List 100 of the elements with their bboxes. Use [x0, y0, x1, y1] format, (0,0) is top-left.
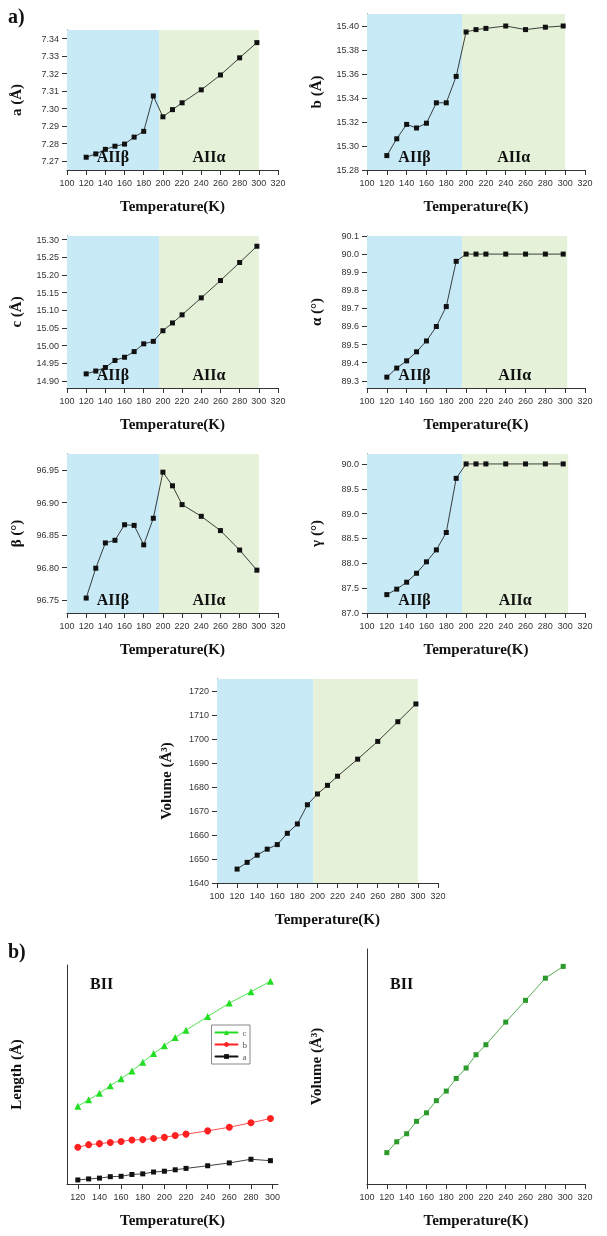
- point: [395, 719, 401, 725]
- x-tick-label: 180: [438, 1191, 454, 1202]
- x-tick-label: 300: [251, 177, 267, 188]
- x-tick-label: 140: [399, 395, 415, 406]
- point: [560, 23, 566, 29]
- x-axis-title: Temperature(K): [120, 1211, 225, 1229]
- point: [205, 1163, 211, 1169]
- point: [106, 1138, 114, 1146]
- point: [198, 87, 204, 93]
- x-tick-label: 260: [212, 177, 228, 188]
- legend-label: a: [242, 1051, 247, 1062]
- point: [523, 461, 529, 467]
- y-tick-label: 15.20: [36, 269, 59, 280]
- x-tick-label: 200: [458, 177, 474, 188]
- point: [150, 1135, 158, 1143]
- x-tick-label: 220: [478, 395, 494, 406]
- point: [254, 567, 260, 573]
- annotation: BII: [390, 974, 414, 992]
- point: [443, 304, 449, 310]
- y-axis-title: Volume (Å³): [157, 742, 175, 820]
- x-tick-label: 320: [577, 177, 593, 188]
- legend-label: c: [242, 1027, 247, 1038]
- point: [74, 1143, 82, 1151]
- point: [473, 251, 479, 257]
- x-tick-label: 280: [232, 177, 248, 188]
- x-tick-label: 220: [478, 1191, 494, 1202]
- x-tick-label: 320: [577, 1191, 593, 1202]
- y-tick-label: 7.34: [41, 33, 59, 44]
- point: [118, 1173, 124, 1179]
- x-tick-label: 120: [78, 177, 94, 188]
- point: [131, 522, 137, 528]
- y-tick-label: 1710: [188, 710, 209, 720]
- y-tick-label: 90.1: [341, 231, 359, 241]
- y-axis-title: a (Å): [7, 83, 25, 117]
- point: [463, 1065, 469, 1071]
- point: [453, 258, 459, 264]
- point: [160, 1042, 168, 1050]
- x-axis-title: Temperature(K): [120, 197, 225, 215]
- x-tick-label: 200: [458, 1191, 474, 1202]
- point: [433, 1098, 439, 1104]
- point: [204, 1013, 212, 1021]
- band-label: AIIα: [498, 590, 532, 608]
- point: [160, 469, 166, 475]
- x-tick-label: 180: [289, 890, 305, 901]
- x-tick-label: 140: [399, 620, 415, 631]
- point: [247, 988, 255, 996]
- point: [139, 1136, 147, 1144]
- y-tick-label: 15.25: [36, 252, 59, 263]
- y-tick-label: 15.34: [336, 93, 359, 103]
- x-tick-label: 220: [174, 620, 190, 631]
- point: [433, 323, 439, 329]
- y-tick-label: 7.30: [41, 103, 59, 114]
- y-tick-label: 7.31: [41, 86, 59, 97]
- x-tick-label: 240: [200, 1191, 216, 1202]
- point: [131, 134, 137, 140]
- x-axis-title: Temperature(K): [423, 640, 529, 658]
- point: [244, 859, 250, 865]
- point: [122, 354, 128, 360]
- band-label: AIIα: [192, 590, 226, 608]
- point: [503, 461, 509, 467]
- band-label: AIIβ: [398, 147, 431, 166]
- point: [542, 24, 548, 30]
- point: [225, 999, 233, 1007]
- x-tick-label: 240: [193, 395, 209, 406]
- y-axis-title: b (Å): [307, 75, 325, 109]
- x-tick-label: 260: [518, 177, 534, 188]
- x-tick-label: 220: [478, 620, 494, 631]
- point: [404, 579, 410, 585]
- point: [160, 1133, 168, 1141]
- y-axis-title: γ (°): [307, 520, 325, 548]
- point: [112, 537, 118, 543]
- point: [384, 1150, 390, 1156]
- annotation: BII: [90, 974, 114, 992]
- y-tick-label: 7.33: [41, 51, 59, 62]
- point: [179, 312, 185, 318]
- x-tick-label: 280: [390, 890, 406, 901]
- x-tick-label: 120: [379, 395, 395, 406]
- point: [503, 251, 509, 257]
- x-tick-label: 280: [537, 1191, 553, 1202]
- point: [355, 756, 361, 762]
- y-tick-label: 15.30: [336, 141, 359, 151]
- point: [560, 461, 566, 467]
- x-tick-label: 140: [97, 177, 113, 188]
- x-tick-label: 220: [174, 395, 190, 406]
- y-tick-label: 1640: [188, 878, 209, 888]
- point: [414, 349, 420, 355]
- point: [423, 1110, 429, 1116]
- x-tick-label: 160: [117, 620, 133, 631]
- point: [294, 821, 300, 827]
- x-tick-label: 140: [97, 395, 113, 406]
- point: [83, 154, 89, 160]
- y-tick-label: 89.0: [341, 508, 359, 519]
- x-tick-label: 100: [209, 890, 225, 901]
- point: [453, 475, 459, 481]
- point: [86, 1176, 92, 1182]
- y-tick-label: 96.85: [36, 530, 59, 541]
- x-tick-label: 120: [379, 177, 395, 188]
- point: [483, 1042, 489, 1048]
- x-tick-label: 100: [59, 395, 75, 406]
- x-tick-label: 180: [438, 395, 454, 406]
